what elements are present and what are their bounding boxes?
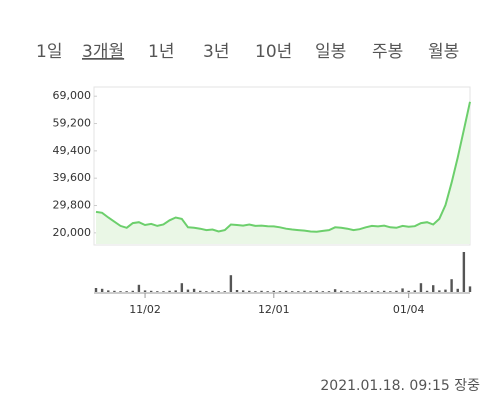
period-tab[interactable]: 1일 [36, 42, 62, 62]
x-tick-label: 11/02 [129, 303, 161, 316]
volume-bar [168, 290, 171, 292]
volume-bar [260, 290, 263, 292]
volume-bar [143, 290, 147, 292]
timestamp: 2021.01.18. 09:15 장중 [320, 378, 480, 394]
volume-bar [432, 285, 435, 292]
volume-bar [352, 291, 355, 292]
volume-bar [235, 290, 239, 292]
period-tab[interactable]: 3년 [203, 42, 229, 62]
period-tab[interactable]: 월봉 [428, 42, 459, 62]
volume-bar [272, 290, 276, 292]
volume-bar [376, 291, 380, 292]
volume-bar [321, 291, 325, 292]
volume-bar [450, 279, 453, 292]
y-tick-label: 59,200 [53, 117, 92, 130]
volume-bar [205, 291, 208, 292]
volume-bar [107, 290, 110, 292]
y-tick-label: 39,600 [53, 171, 92, 184]
y-tick-label: 69,000 [53, 89, 92, 102]
volume-bar [199, 290, 202, 292]
period-tab[interactable]: 1년 [148, 42, 174, 62]
volume-bar [413, 290, 417, 292]
volume-bar [94, 288, 98, 292]
volume-bar [229, 275, 233, 292]
period-tab[interactable]: 일봉 [315, 42, 346, 62]
y-tick-label: 49,400 [53, 144, 92, 157]
volume-bar [364, 291, 367, 292]
volume-bar [315, 290, 318, 292]
y-tick-label: 29,800 [53, 199, 92, 212]
volume-bar [425, 290, 429, 292]
volume-bar [340, 290, 343, 292]
chart-frame [93, 86, 471, 246]
volume-bar [278, 291, 282, 292]
volume-bar [419, 283, 423, 292]
volume-bar [358, 290, 361, 292]
volume-bar [211, 290, 214, 292]
volume-bar [303, 290, 306, 292]
volume-bar [137, 284, 141, 292]
volume-bar [395, 290, 398, 292]
volume-bar [407, 290, 410, 292]
volume-bar [444, 289, 447, 292]
volume-bar [113, 290, 116, 292]
volume-bar [180, 283, 184, 292]
volume-bar [468, 286, 472, 292]
x-tick-label: 12/01 [258, 303, 290, 316]
volume-bar [462, 252, 466, 292]
volume-bar [297, 291, 300, 292]
volume-bar [217, 291, 220, 292]
volume-bar [223, 291, 226, 292]
period-tab[interactable]: 10년 [255, 42, 292, 62]
volume-bar [149, 290, 153, 292]
volume-bar [156, 291, 159, 292]
volume-bar [456, 288, 459, 292]
volume-bar [333, 289, 337, 292]
volume-bar [266, 291, 269, 292]
volume-bar [125, 291, 128, 292]
volume-bar [186, 289, 190, 292]
volume-bar [100, 288, 104, 292]
volume-bar [248, 290, 251, 292]
period-tab[interactable]: 3개월 [82, 42, 124, 62]
volume-bar [309, 291, 312, 292]
x-tick-label: 01/04 [393, 303, 425, 316]
price-area [96, 101, 470, 244]
volume-bar [327, 291, 331, 292]
volume-bar [370, 290, 374, 292]
volume-bar [131, 290, 134, 292]
price-line [95, 101, 471, 233]
volume-bar [119, 291, 122, 292]
volume-bar [241, 290, 245, 292]
volume-bar [346, 291, 349, 292]
volume-bar [162, 291, 165, 292]
volume-bar [284, 290, 288, 292]
volume-bar [254, 291, 257, 292]
volume-bar [192, 288, 196, 292]
volume-bar [389, 291, 392, 292]
period-tab[interactable]: 주봉 [372, 42, 403, 62]
volume-bar [174, 290, 177, 292]
volume-bar [438, 290, 441, 292]
volume-bar [382, 290, 386, 292]
volume-bar [290, 291, 294, 292]
y-tick-label: 20,000 [53, 226, 92, 239]
volume-bar [401, 288, 404, 292]
